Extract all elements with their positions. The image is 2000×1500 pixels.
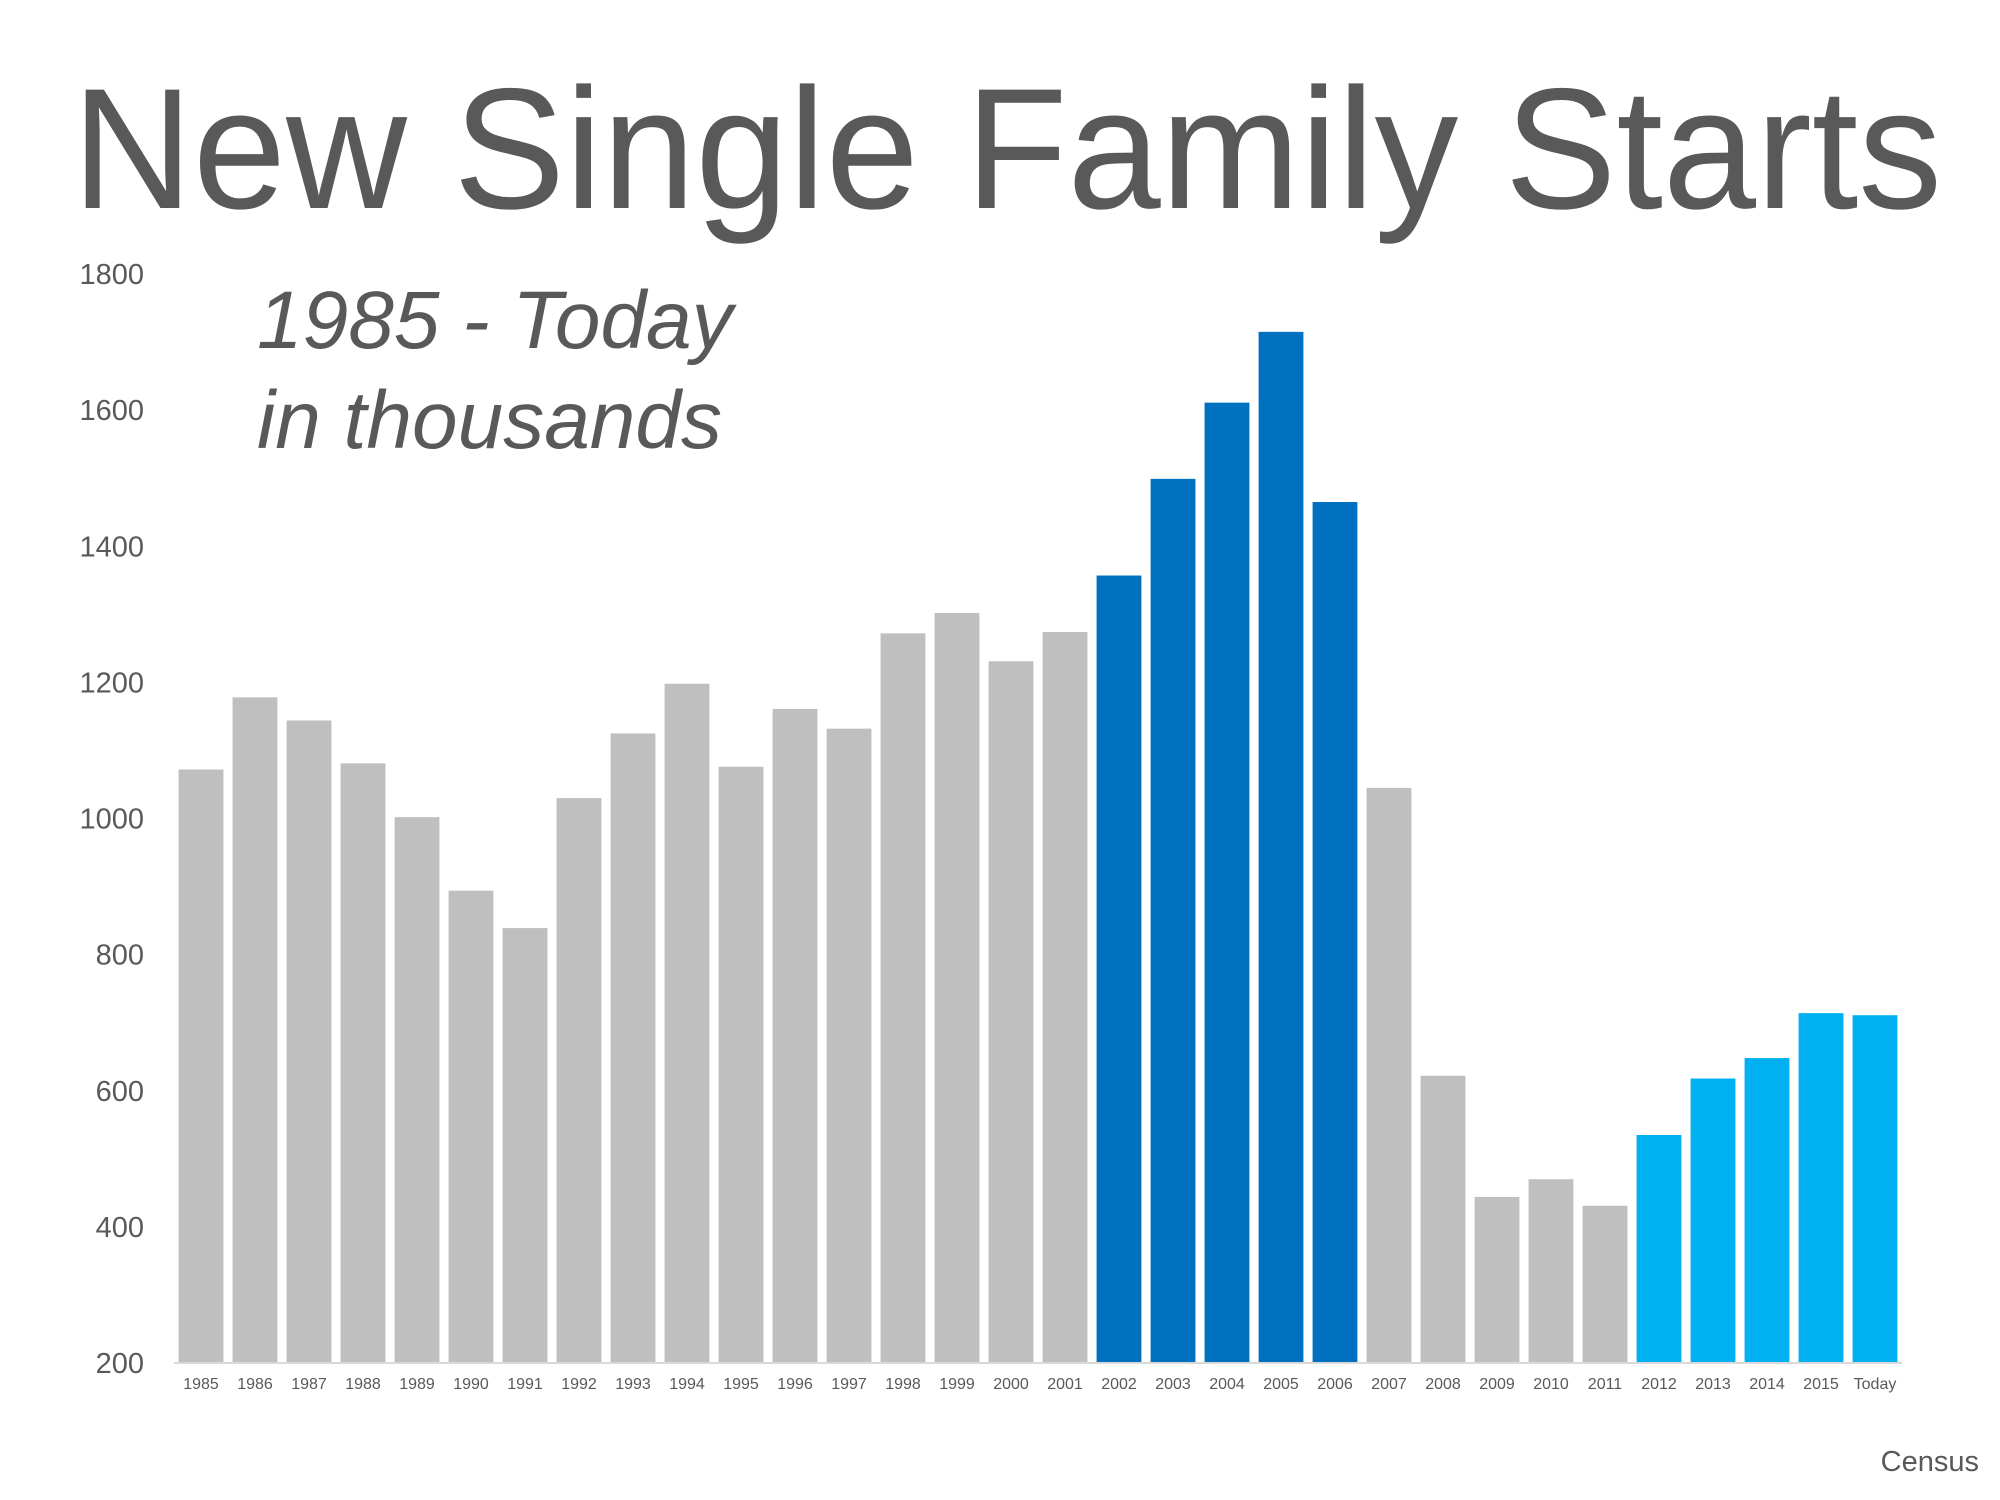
subtitle: 1985 - Today <box>257 275 738 366</box>
bar <box>988 661 1034 1363</box>
x-tick-label: 2009 <box>1479 1376 1515 1393</box>
x-tick-label: 2015 <box>1803 1376 1839 1393</box>
bar <box>178 769 224 1363</box>
x-tick-label: 1997 <box>831 1376 867 1393</box>
x-tick-label: 1989 <box>399 1376 435 1393</box>
bar <box>1474 1196 1520 1363</box>
x-tick-label: 2013 <box>1695 1376 1731 1393</box>
bar <box>1366 787 1412 1363</box>
x-tick-label: 1995 <box>723 1376 759 1393</box>
bar <box>1636 1134 1682 1363</box>
x-tick-label: 2004 <box>1209 1376 1245 1393</box>
source: Census <box>1881 1446 1979 1478</box>
chart-title: New Single Family Starts <box>72 53 1942 245</box>
x-tick-label: 1999 <box>939 1376 975 1393</box>
bar <box>556 798 602 1363</box>
bar <box>1798 1013 1844 1363</box>
y-tick-label: 600 <box>96 1076 144 1108</box>
y-tick-label: 1400 <box>79 531 144 563</box>
bar <box>880 633 926 1363</box>
bar <box>1690 1078 1736 1363</box>
bar <box>1744 1058 1790 1363</box>
x-tick-label: 2006 <box>1317 1376 1353 1393</box>
x-tick-label: 2007 <box>1371 1376 1407 1393</box>
x-tick-label: 1994 <box>669 1376 705 1393</box>
x-tick-label: 1988 <box>345 1376 381 1393</box>
bar <box>1528 1179 1574 1363</box>
x-tick-label: 1992 <box>561 1376 597 1393</box>
bar <box>718 766 764 1363</box>
bar <box>1042 632 1088 1363</box>
x-tick-label: Today <box>1854 1376 1897 1393</box>
bar <box>934 612 980 1363</box>
x-tick-label: 1991 <box>507 1376 543 1393</box>
bar <box>826 728 872 1363</box>
x-tick-label: 1998 <box>885 1376 921 1393</box>
y-tick-label: 1800 <box>79 259 144 291</box>
y-tick-label: 1000 <box>79 804 144 836</box>
y-tick-label: 400 <box>96 1212 144 1244</box>
x-tick-label: 1990 <box>453 1376 489 1393</box>
x-tick-label: 2008 <box>1425 1376 1461 1393</box>
x-tick-label: 2002 <box>1101 1376 1137 1393</box>
bar <box>448 890 494 1363</box>
x-tick-label: 1996 <box>777 1376 813 1393</box>
bar <box>394 817 440 1363</box>
x-tick-label: 2010 <box>1533 1376 1569 1393</box>
bar <box>1258 331 1304 1363</box>
x-tick-label: 2012 <box>1641 1376 1677 1393</box>
x-tick-label: 2003 <box>1155 1376 1191 1393</box>
y-tick-label: 800 <box>96 940 144 972</box>
bar <box>610 733 656 1363</box>
bar <box>340 763 386 1363</box>
subtitle: in thousands <box>257 375 722 466</box>
x-tick-label: 1987 <box>291 1376 327 1393</box>
bar <box>1150 478 1196 1363</box>
x-tick-label: 1993 <box>615 1376 651 1393</box>
x-tick-label: 2000 <box>993 1376 1029 1393</box>
bar <box>1312 502 1358 1363</box>
bar <box>664 683 710 1363</box>
bar <box>232 697 278 1363</box>
bar <box>1852 1015 1898 1363</box>
x-tick-label: 2014 <box>1749 1376 1785 1393</box>
bar <box>1204 402 1250 1363</box>
bar <box>772 708 818 1363</box>
x-tick-label: 2011 <box>1588 1376 1623 1393</box>
bar <box>1096 575 1142 1363</box>
bar <box>286 720 332 1363</box>
x-tick-label: 1986 <box>237 1376 273 1393</box>
y-tick-label: 1600 <box>79 395 144 427</box>
y-tick-label: 1200 <box>79 667 144 699</box>
bar <box>502 928 548 1363</box>
y-tick-label: 200 <box>96 1348 144 1380</box>
bar <box>1582 1205 1628 1363</box>
x-tick-label: 1985 <box>183 1376 219 1393</box>
x-tick-label: 2001 <box>1047 1376 1083 1393</box>
x-tick-label: 2005 <box>1263 1376 1299 1393</box>
bar <box>1420 1075 1466 1363</box>
